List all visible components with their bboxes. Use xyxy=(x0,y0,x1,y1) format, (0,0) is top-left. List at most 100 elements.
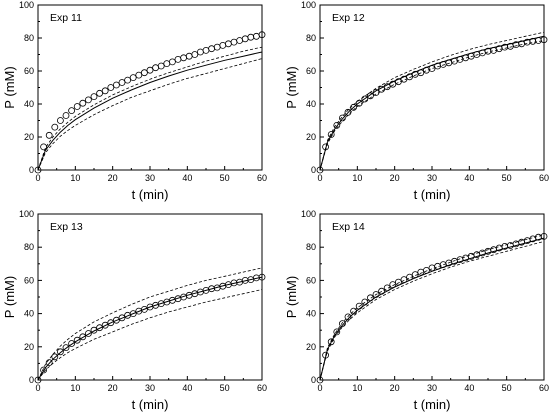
data-point xyxy=(355,99,363,107)
y-tick-label: 20 xyxy=(24,342,34,352)
data-point xyxy=(361,95,369,103)
y-axis-label: P (mM) xyxy=(284,66,299,108)
x-tick-label: 0 xyxy=(317,383,322,393)
model-fit-curve xyxy=(319,237,545,381)
data-point xyxy=(191,51,199,58)
panel-label: Exp 11 xyxy=(50,12,82,24)
data-point xyxy=(389,80,397,88)
x-tick-label: 0 xyxy=(35,383,40,393)
data-point xyxy=(157,62,165,70)
data-point xyxy=(394,278,402,286)
x-tick-label: 10 xyxy=(70,173,80,183)
data-point xyxy=(140,69,148,77)
y-tick-label: 40 xyxy=(306,99,316,109)
y-tick-label: 0 xyxy=(311,375,316,385)
data-point xyxy=(40,366,47,374)
y-tick-label: 80 xyxy=(24,242,34,252)
y-tick-label: 0 xyxy=(311,165,316,175)
data-point xyxy=(394,78,402,86)
y-tick-label: 80 xyxy=(24,33,34,43)
data-point xyxy=(174,56,182,63)
x-tick-label: 40 xyxy=(182,383,192,393)
data-point xyxy=(62,344,70,352)
data-point xyxy=(85,96,92,104)
data-point xyxy=(361,298,369,306)
data-point xyxy=(124,76,131,84)
upper-confidence-curve xyxy=(319,234,545,381)
x-tick-label: 0 xyxy=(35,173,40,183)
data-point xyxy=(366,92,374,100)
x-tick-label: 10 xyxy=(352,173,362,183)
data-point xyxy=(213,43,221,51)
data-point xyxy=(344,313,352,321)
data-point xyxy=(316,376,324,384)
data-point xyxy=(163,60,171,67)
data-point xyxy=(417,69,425,77)
x-tick-label: 30 xyxy=(427,173,437,183)
panel-label: Exp 14 xyxy=(332,221,365,233)
data-point xyxy=(129,310,137,318)
lower-confidence-curve xyxy=(37,289,263,381)
data-point xyxy=(34,166,42,174)
y-tick-label: 0 xyxy=(29,375,34,385)
data-point xyxy=(135,71,143,79)
x-tick-label: 10 xyxy=(70,383,80,393)
data-point xyxy=(85,330,92,337)
x-tick-label: 30 xyxy=(427,383,437,393)
data-point xyxy=(422,266,430,274)
x-tick-label: 20 xyxy=(390,383,400,393)
data-point xyxy=(45,359,53,367)
data-point xyxy=(34,376,42,384)
data-point xyxy=(57,117,64,124)
data-point xyxy=(366,294,374,302)
x-tick-label: 60 xyxy=(257,383,267,393)
y-axis-label: P (mM) xyxy=(2,66,17,108)
data-point xyxy=(350,103,358,111)
data-point xyxy=(140,305,148,313)
data-point xyxy=(327,131,335,138)
data-point xyxy=(258,31,266,39)
y-tick-label: 20 xyxy=(24,132,34,142)
x-axis-label: t (min) xyxy=(414,397,451,412)
y-tick-label: 0 xyxy=(29,165,34,175)
panel-label: Exp 12 xyxy=(332,12,365,24)
data-point xyxy=(540,36,548,44)
data-point xyxy=(355,302,363,310)
y-tick-label: 80 xyxy=(306,33,316,43)
chart-panel-2: 0 10 20 30 40 50 60 0 20 40 60 80 100 t (min) P (mM) Ex… xyxy=(284,0,549,202)
x-tick-label: 50 xyxy=(220,173,230,183)
data-point xyxy=(383,83,391,91)
y-tick-label: 20 xyxy=(306,342,316,352)
data-point xyxy=(322,143,330,151)
upper-confidence-curve xyxy=(37,46,263,171)
data-point xyxy=(196,48,204,56)
data-point xyxy=(417,268,425,276)
data-point xyxy=(90,326,98,334)
data-point xyxy=(107,319,115,327)
upper-confidence-curve xyxy=(37,267,263,381)
data-point xyxy=(73,103,81,110)
x-tick-label: 10 xyxy=(352,383,362,393)
data-point xyxy=(439,61,447,68)
y-tick-label: 40 xyxy=(24,309,34,319)
lower-confidence-curve xyxy=(319,241,545,381)
x-tick-label: 60 xyxy=(257,173,267,183)
x-axis-label: t (min) xyxy=(132,397,169,412)
y-tick-label: 40 xyxy=(24,99,34,109)
x-tick-label: 40 xyxy=(464,383,474,393)
x-axis-label: t (min) xyxy=(414,187,451,202)
x-tick-label: 0 xyxy=(317,173,322,183)
plot-frame xyxy=(37,4,263,171)
chart-panel-1: 0 10 20 30 40 50 60 0 20 40 60 80 100 t (min) P (mM) Ex… xyxy=(2,0,267,202)
x-tick-label: 60 xyxy=(539,383,549,393)
data-point xyxy=(411,271,419,279)
x-tick-label: 50 xyxy=(502,173,512,183)
data-point xyxy=(107,84,115,91)
data-point xyxy=(372,89,380,96)
data-point xyxy=(51,123,59,131)
data-point xyxy=(40,143,47,151)
data-point xyxy=(208,45,216,53)
data-point xyxy=(316,166,324,174)
data-point xyxy=(344,108,352,116)
x-tick-label: 50 xyxy=(220,383,230,393)
